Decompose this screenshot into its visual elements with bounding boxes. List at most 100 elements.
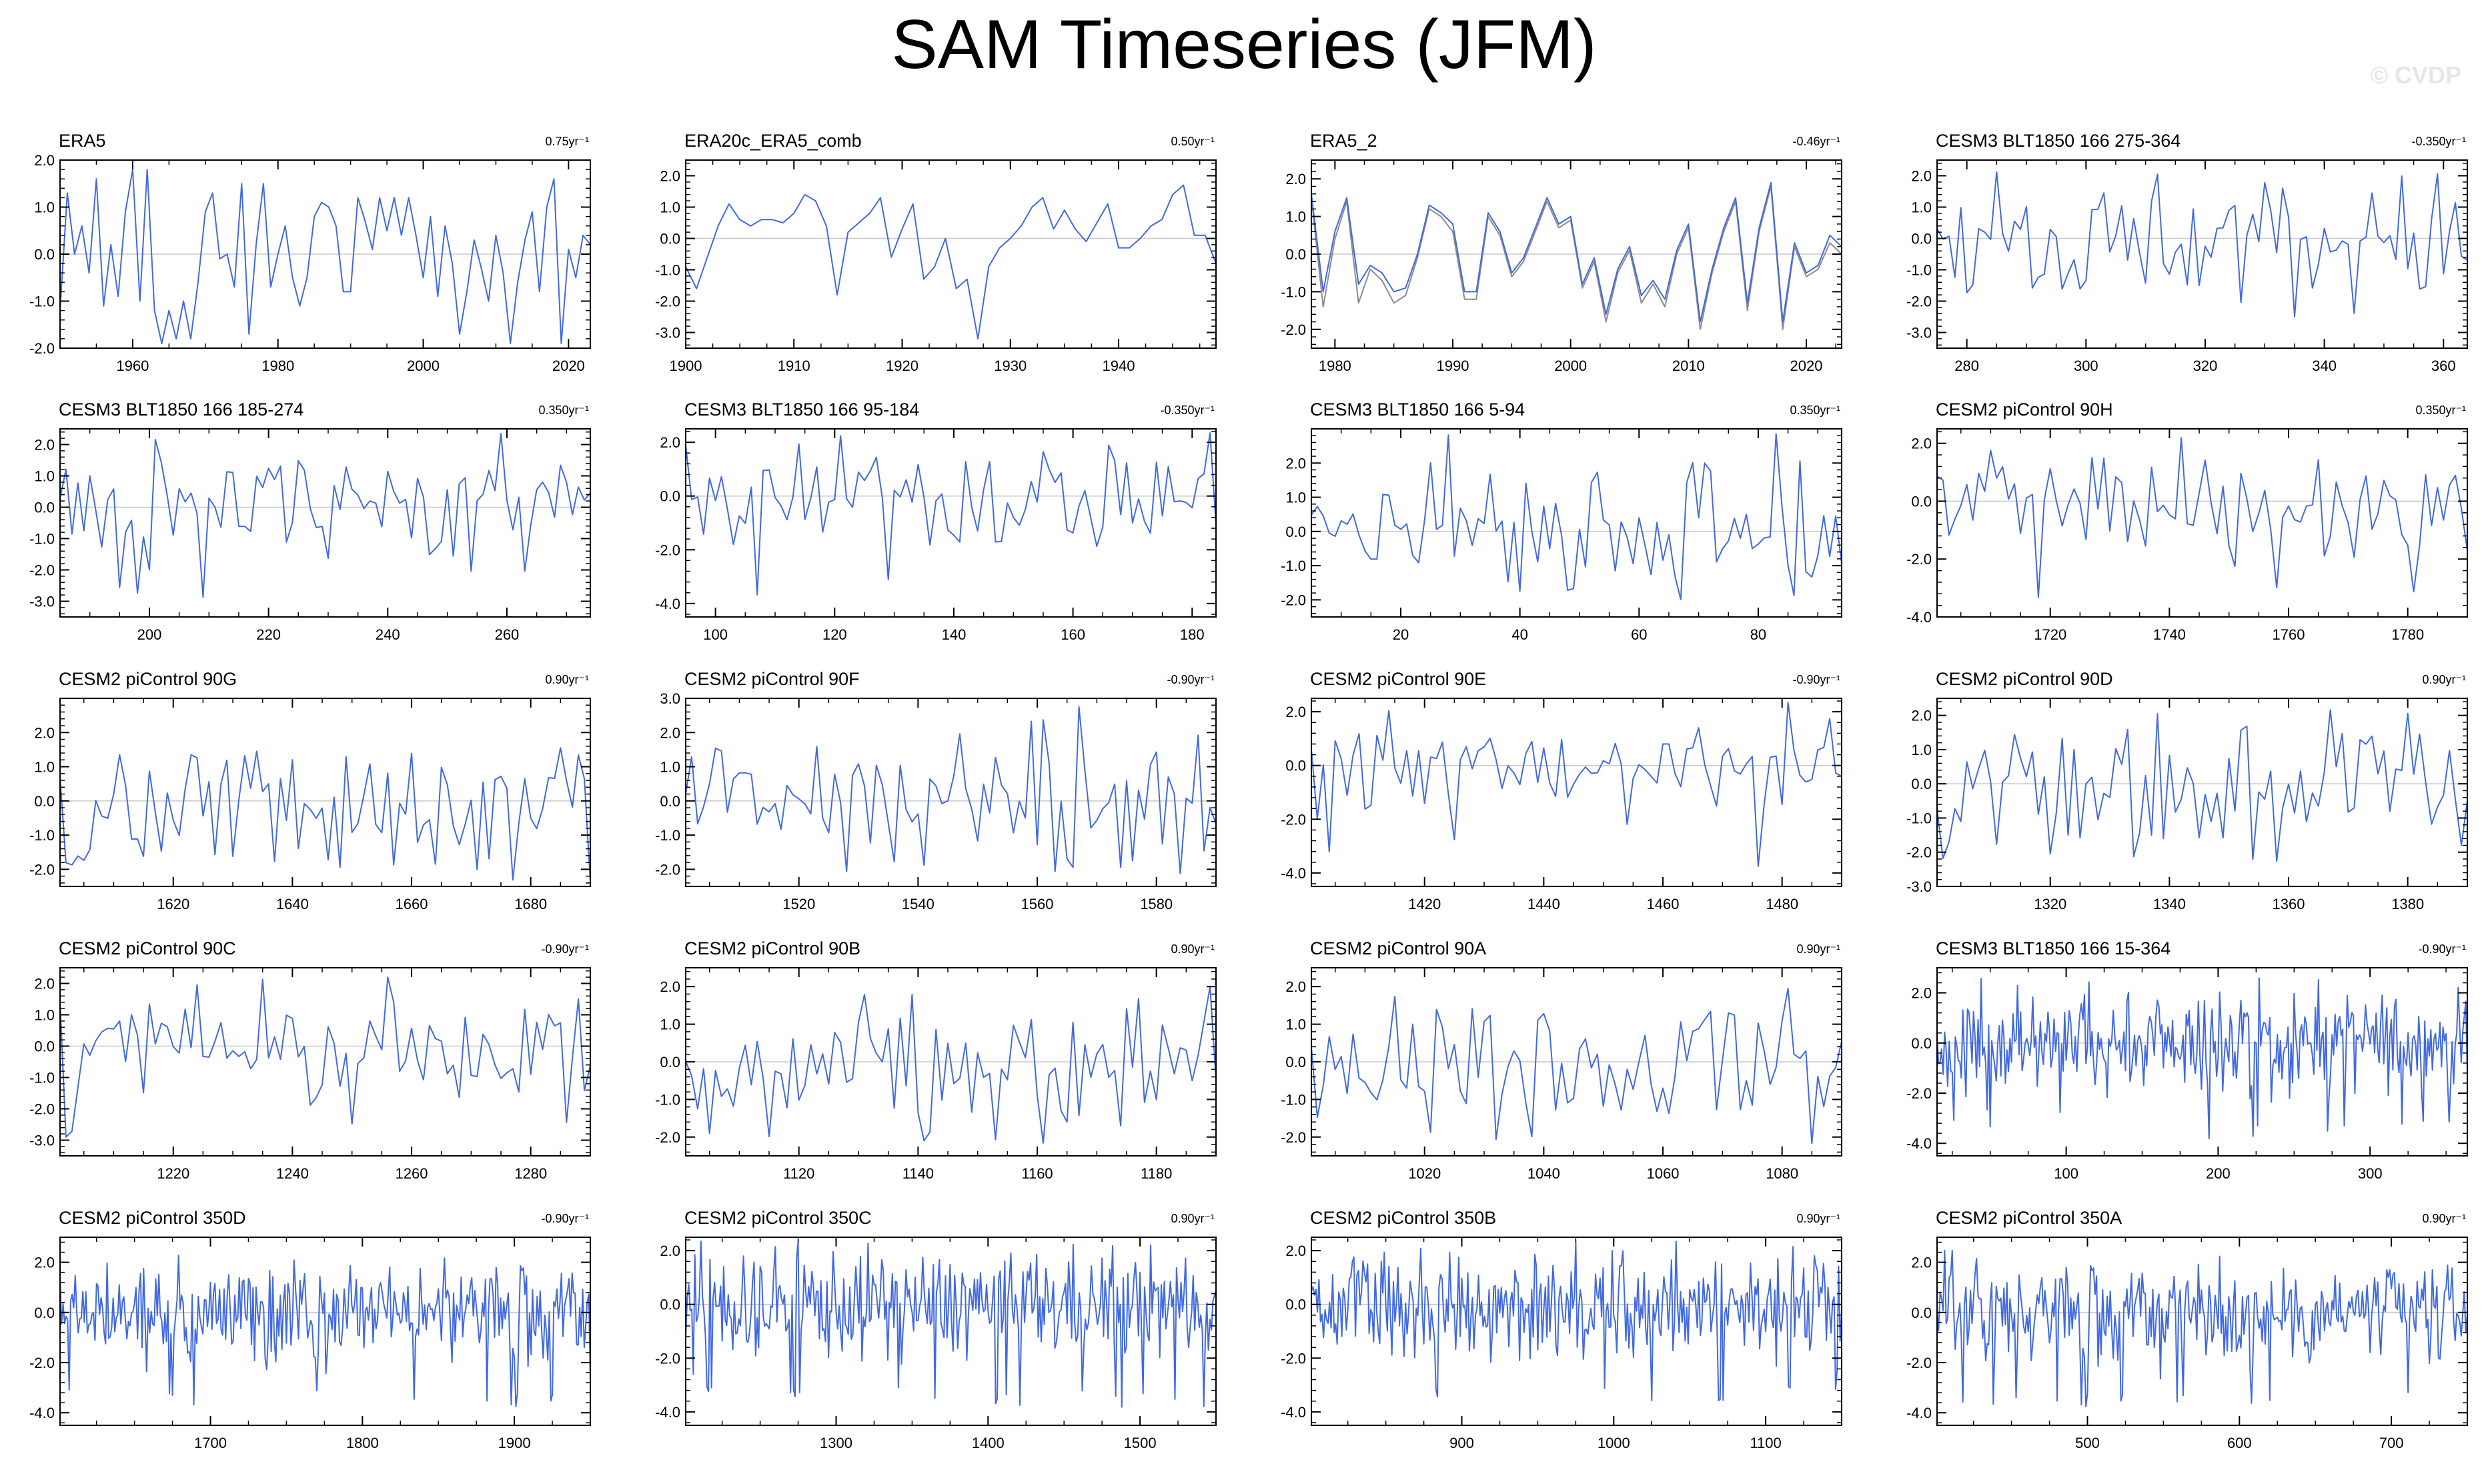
y-tick-label: -2.0 bbox=[655, 861, 680, 878]
y-tick-label: 1.0 bbox=[1285, 1016, 1306, 1033]
plot-frame bbox=[59, 698, 591, 887]
y-tick-label: -2.0 bbox=[655, 293, 680, 310]
x-tick-label: 1060 bbox=[1647, 1165, 1680, 1182]
x-tick-label: 160 bbox=[1061, 626, 1085, 643]
y-tick-label: -2.0 bbox=[29, 1101, 55, 1118]
x-tick-label: 2020 bbox=[1790, 357, 1823, 374]
y-tick-label: -4.0 bbox=[29, 1405, 55, 1421]
plot-frame bbox=[59, 1237, 591, 1426]
y-tick-label: 0.0 bbox=[34, 1038, 55, 1055]
y-tick-label: 2.0 bbox=[660, 978, 680, 995]
y-tick-label: 1.0 bbox=[1285, 209, 1306, 225]
timeseries-panel: CESM2 piControl 350A 0.90yr⁻¹ 500 600 700 -4.… bbox=[1906, 1208, 2468, 1451]
series-line bbox=[1936, 709, 2468, 862]
x-tick-label: 1180 bbox=[1141, 1165, 1172, 1182]
x-tick-label: 1320 bbox=[2034, 896, 2066, 912]
y-tick-label: -1.0 bbox=[1906, 262, 1932, 279]
y-tick-label: 1.0 bbox=[1911, 742, 1932, 758]
x-tick-label: 1680 bbox=[514, 896, 547, 912]
timeseries-panel: ERA20c_ERA5_comb 0.50yr⁻¹ 1900 1910 1920 1930… bbox=[655, 131, 1217, 374]
plot-frame bbox=[1936, 159, 2468, 349]
timeseries-panel: CESM2 piControl 350C 0.90yr⁻¹ 1300 1400 1500… bbox=[655, 1208, 1217, 1451]
timeseries-panel: CESM3 BLT1850 166 15-364 -0.90yr⁻¹ 100 200 3… bbox=[1906, 938, 2468, 1182]
timeseries-panel: CESM2 piControl 90C -0.90yr⁻¹ 1220 1240 1260… bbox=[29, 938, 591, 1182]
plot-frame bbox=[685, 698, 1217, 887]
y-tick-label: 2.0 bbox=[34, 437, 55, 454]
page-title: SAM Timeseries (JFM) bbox=[891, 6, 1597, 83]
y-tick-label: 1.0 bbox=[34, 1007, 55, 1024]
x-tick-label: 320 bbox=[2193, 357, 2218, 374]
plot-frame bbox=[1936, 967, 2468, 1157]
x-tick-label: 360 bbox=[2431, 357, 2456, 374]
panel-trend: 0.90yr⁻¹ bbox=[1796, 1212, 1840, 1225]
y-tick-label: 0.0 bbox=[1911, 231, 1932, 247]
panel-title: CESM2 piControl 90D bbox=[1936, 669, 2113, 689]
timeseries-panel: CESM2 piControl 90H 0.350yr⁻¹ 1720 1740 1760… bbox=[1906, 400, 2468, 643]
x-tick-label: 1360 bbox=[2273, 896, 2305, 912]
x-tick-label: 1240 bbox=[276, 1165, 309, 1182]
x-tick-label: 1960 bbox=[116, 357, 149, 374]
plot-frame bbox=[1936, 1237, 2468, 1426]
y-tick-label: -4.0 bbox=[1906, 1405, 1932, 1421]
x-tick-label: 200 bbox=[2206, 1165, 2231, 1182]
y-tick-label: -2.0 bbox=[655, 542, 680, 558]
y-tick-label: -2.0 bbox=[29, 340, 55, 357]
series-line bbox=[1311, 181, 1842, 323]
x-tick-label: 1340 bbox=[2153, 896, 2186, 912]
series-line bbox=[685, 706, 1217, 874]
x-tick-label: 1910 bbox=[778, 357, 810, 374]
y-tick-label: -2.0 bbox=[655, 1129, 680, 1146]
y-tick-label: 2.0 bbox=[660, 168, 680, 185]
x-tick-label: 200 bbox=[137, 626, 162, 643]
x-tick-label: 1260 bbox=[396, 1165, 428, 1182]
x-tick-label: 1040 bbox=[1527, 1165, 1560, 1182]
y-tick-label: 2.0 bbox=[1285, 455, 1306, 472]
x-tick-label: 1580 bbox=[1140, 896, 1173, 912]
x-tick-label: 1480 bbox=[1766, 896, 1798, 912]
y-tick-label: -4.0 bbox=[1906, 609, 1932, 626]
x-tick-label: 340 bbox=[2312, 357, 2337, 374]
x-tick-label: 140 bbox=[942, 626, 967, 643]
y-tick-label: -2.0 bbox=[29, 562, 55, 579]
y-tick-label: 0.0 bbox=[34, 500, 55, 516]
timeseries-panel: CESM2 piControl 90F -0.90yr⁻¹ 1520 1540 1560… bbox=[655, 669, 1217, 912]
y-tick-label: 0.0 bbox=[660, 1297, 680, 1313]
y-tick-label: 1.0 bbox=[660, 199, 680, 216]
x-tick-label: 1640 bbox=[276, 896, 309, 912]
y-tick-label: -4.0 bbox=[1906, 1135, 1932, 1152]
x-tick-label: 1120 bbox=[783, 1165, 814, 1182]
y-tick-label: 0.0 bbox=[34, 1305, 55, 1321]
panel-trend: 0.90yr⁻¹ bbox=[2422, 673, 2466, 686]
y-tick-label: 0.0 bbox=[660, 1054, 680, 1070]
x-tick-label: 300 bbox=[2074, 357, 2098, 374]
series-line bbox=[1311, 185, 1842, 330]
y-tick-label: -1.0 bbox=[29, 827, 55, 844]
y-tick-label: 2.0 bbox=[1911, 168, 1932, 185]
y-tick-label: 2.0 bbox=[34, 1255, 55, 1271]
y-tick-label: -2.0 bbox=[1906, 293, 1932, 310]
y-tick-label: 2.0 bbox=[1911, 985, 1932, 1002]
plot-frame bbox=[1311, 428, 1842, 618]
y-tick-label: 0.0 bbox=[1911, 493, 1932, 510]
panel-title: CESM2 piControl 90B bbox=[684, 938, 860, 958]
x-tick-label: 1140 bbox=[902, 1165, 934, 1182]
y-tick-label: 0.0 bbox=[660, 793, 680, 810]
y-tick-label: 0.0 bbox=[660, 231, 680, 247]
y-tick-label: -2.0 bbox=[1906, 844, 1932, 861]
plot-frame bbox=[685, 159, 1217, 349]
x-tick-label: 1560 bbox=[1021, 896, 1054, 912]
y-tick-label: -2.0 bbox=[1281, 321, 1306, 338]
y-tick-label: -1.0 bbox=[29, 1070, 55, 1086]
panel-trend: -0.90yr⁻¹ bbox=[541, 1212, 589, 1225]
y-tick-label: 0.0 bbox=[1285, 246, 1306, 263]
panel-title: CESM2 piControl 90G bbox=[59, 669, 237, 689]
y-tick-label: -4.0 bbox=[1281, 865, 1306, 882]
timeseries-panel: CESM2 piControl 90D 0.90yr⁻¹ 1320 1340 1360 1… bbox=[1906, 669, 2468, 912]
series-line bbox=[685, 432, 1217, 596]
x-tick-label: 1300 bbox=[820, 1435, 852, 1451]
panel-title: CESM2 piControl 90H bbox=[1936, 400, 2113, 420]
x-tick-label: 1400 bbox=[972, 1435, 1005, 1451]
panel-title: ERA20c_ERA5_comb bbox=[684, 131, 862, 151]
y-tick-label: -2.0 bbox=[1906, 551, 1932, 568]
x-tick-label: 1760 bbox=[2273, 626, 2305, 643]
